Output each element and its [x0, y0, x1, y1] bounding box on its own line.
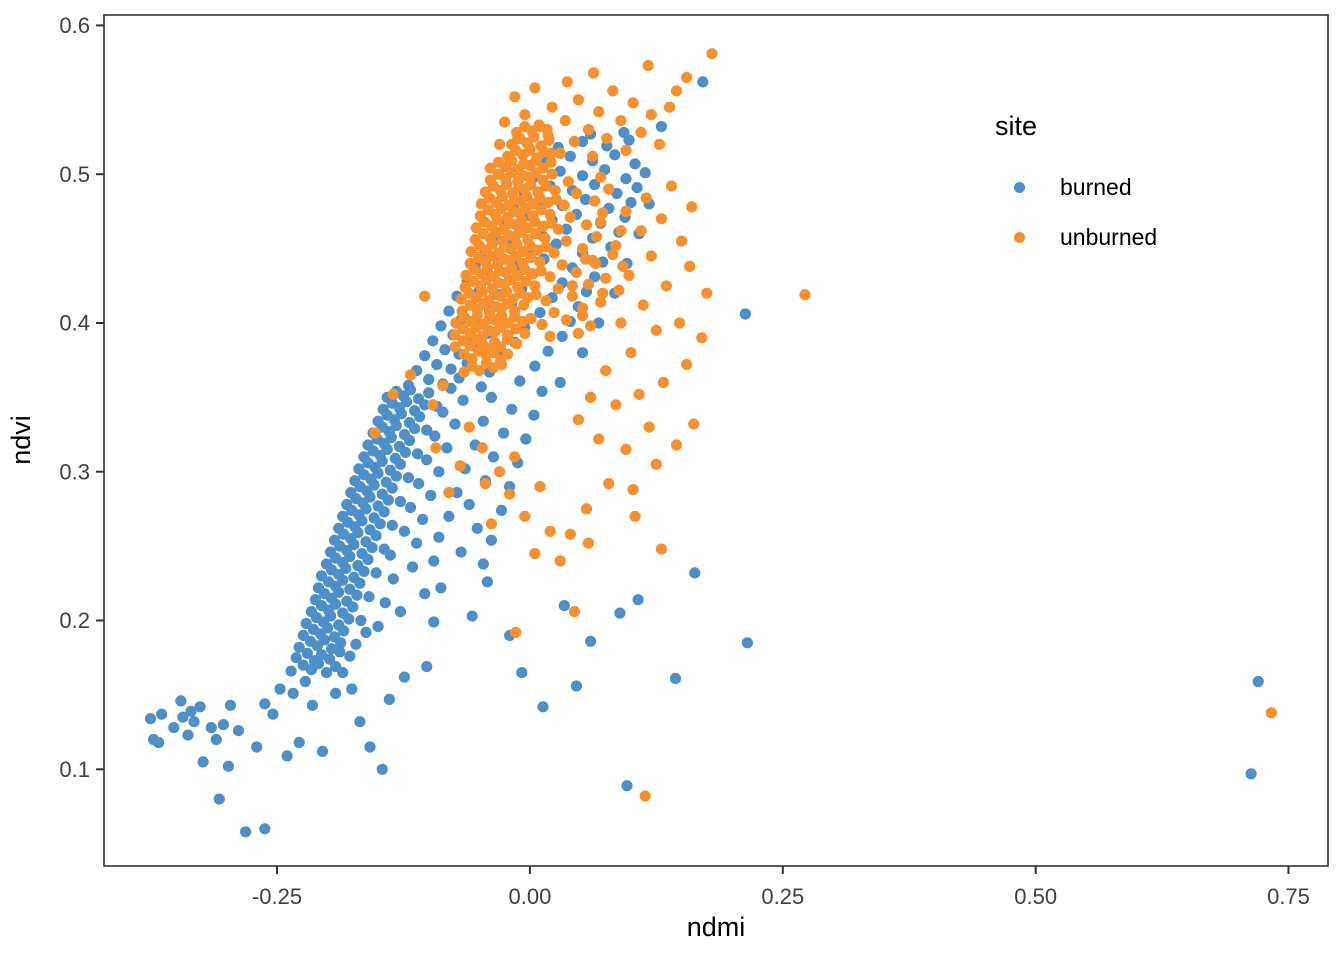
- legend-swatch-unburned-icon: [1014, 231, 1025, 243]
- series-burned: [144, 76, 1264, 838]
- legend-entry-unburned: unburned: [990, 212, 1157, 262]
- legend-entry-burned: burned: [990, 162, 1157, 212]
- y-tick-label: 0.6: [59, 13, 90, 38]
- y-tick-label: 0.2: [59, 608, 90, 633]
- y-tick-label: 0.1: [59, 757, 90, 782]
- y-tick-label: 0.3: [59, 459, 90, 484]
- y-axis-title: ndvi: [6, 415, 36, 465]
- legend-swatch-burned-icon: [1014, 181, 1025, 193]
- x-tick-label: -0.25: [252, 884, 302, 909]
- x-tick-label: 0.75: [1267, 884, 1310, 909]
- panel-border: [103, 14, 1329, 867]
- x-tick-label: 0.25: [761, 884, 804, 909]
- series-unburned: [369, 48, 1277, 802]
- y-tick-label: 0.5: [59, 162, 90, 187]
- legend-label-burned: burned: [1060, 173, 1132, 200]
- x-axis-title: ndmi: [687, 912, 746, 942]
- axis-ticks: -0.25 0.00 0.25 0.50 0.75 0.1 0.2 0.3 0.4 0.5 0.6: [59, 13, 1310, 909]
- x-tick-label: 0.50: [1014, 884, 1057, 909]
- y-tick-label: 0.4: [59, 311, 90, 336]
- legend: site burned unburned: [990, 110, 1157, 262]
- legend-label-unburned: unburned: [1060, 223, 1158, 250]
- legend-title: site: [995, 111, 1038, 141]
- x-tick-label: 0.00: [508, 884, 551, 909]
